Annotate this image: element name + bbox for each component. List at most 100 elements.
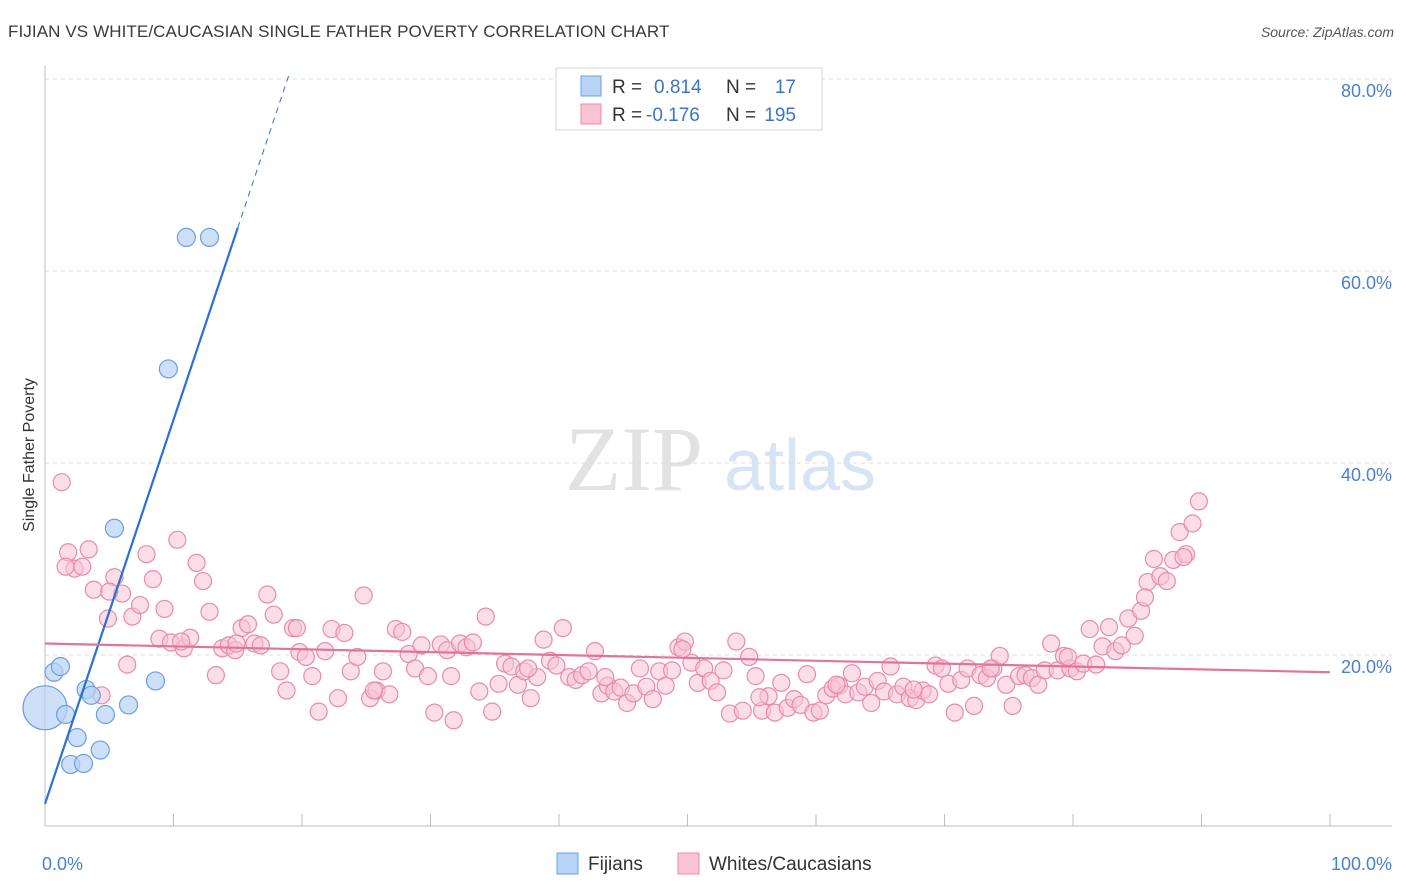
whites-point: [483, 702, 502, 721]
bottom-legend-fijians-label: Fijians: [588, 854, 643, 875]
whites-point: [662, 661, 682, 680]
whites-point: [881, 657, 900, 676]
trend-lines: [43, 74, 1331, 805]
grid-lines: [45, 78, 1392, 656]
legend-whites-swatch: [580, 103, 602, 125]
whites-point: [997, 675, 1016, 694]
fijians-point: [81, 685, 101, 705]
whites-point: [1174, 547, 1193, 567]
whites-point: [441, 667, 461, 686]
bottom-legend-whites-swatch: [677, 852, 700, 875]
whites-point: [56, 557, 75, 576]
whites-point: [981, 659, 1000, 678]
axes: [44, 66, 1392, 827]
fijians-point: [67, 727, 87, 748]
watermark-zip: ZIP: [565, 408, 703, 510]
whites-point: [945, 703, 964, 722]
whites-point: [1080, 619, 1099, 639]
bottom-legend-fijians-swatch: [556, 852, 579, 875]
whites-point: [418, 667, 438, 686]
whites-point: [547, 656, 566, 675]
tick-labels: 20.0% 40.0% 60.0% 80.0% 0.0% 100.0%: [42, 81, 1392, 874]
legend-fijians-r-label: R =: [612, 77, 642, 98]
whites-point: [596, 667, 615, 687]
y-tick-label: 40.0%: [1341, 465, 1392, 485]
whites-point: [348, 647, 367, 667]
series-whites-points: [52, 473, 1209, 730]
y-axis-label: Single Father Poverty: [21, 378, 38, 532]
legend-fijians-r-value: 0.814: [654, 77, 702, 98]
bottom-legend-whites-label: Whites/Caucasians: [709, 854, 872, 875]
whites-point: [470, 682, 489, 701]
whites-point: [1099, 618, 1119, 637]
whites-point: [364, 681, 384, 700]
whites-point: [673, 640, 692, 659]
fijians-point: [95, 704, 115, 725]
whites-point: [750, 688, 769, 707]
whites-point: [707, 683, 727, 702]
whites-point: [309, 702, 328, 721]
whites-point: [1157, 571, 1176, 591]
whites-trend-line: [44, 642, 1331, 674]
legend: R = 0.814 N = 17 R = -0.176 N = 195: [555, 67, 823, 131]
whites-point: [444, 711, 463, 730]
fijians-point: [90, 740, 110, 760]
fijians-point: [104, 518, 124, 538]
whites-point: [585, 642, 605, 661]
whites-point: [79, 540, 98, 559]
whites-point: [303, 667, 322, 686]
chart-title: FIJIAN VS WHITE/CAUCASIAN SINGLE FATHER …: [8, 22, 670, 41]
whites-point: [130, 595, 150, 615]
whites-point: [489, 674, 508, 693]
whites-point: [463, 633, 483, 652]
y-tick-label: 80.0%: [1341, 81, 1392, 101]
chart-source: Source: ZipAtlas.com: [1260, 24, 1394, 40]
legend-whites-r-value: -0.176: [646, 105, 700, 126]
whites-point: [727, 632, 746, 651]
whites-point: [1042, 634, 1061, 653]
whites-point: [187, 553, 206, 572]
whites-point: [168, 530, 187, 549]
whites-point: [118, 655, 137, 674]
fijians-point: [50, 656, 71, 677]
whites-point: [1183, 514, 1202, 533]
fijians-point: [73, 753, 94, 774]
whites-point: [1003, 696, 1022, 715]
whites-point: [155, 599, 174, 619]
whites-point: [296, 647, 315, 667]
whites-point: [287, 619, 306, 638]
whites-point: [238, 615, 258, 634]
whites-point: [425, 703, 444, 722]
whites-point: [630, 659, 650, 678]
whites-point: [258, 585, 277, 604]
whites-point: [373, 662, 393, 681]
whites-point: [1087, 655, 1106, 674]
legend-fijians-n-label: N =: [726, 77, 756, 98]
whites-point: [380, 685, 399, 704]
whites-point: [316, 642, 335, 661]
legend-whites-n-value: 195: [764, 105, 796, 126]
whites-point: [200, 602, 219, 621]
whites-point: [842, 664, 862, 683]
whites-point: [714, 661, 733, 680]
whites-point: [137, 545, 156, 564]
whites-point: [1189, 492, 1209, 511]
whites-point: [810, 701, 829, 720]
watermark: ZIP atlas: [565, 408, 876, 510]
whites-point: [251, 636, 270, 655]
whites-point: [579, 662, 598, 681]
fijians-point: [145, 671, 166, 691]
whites-point: [733, 701, 752, 720]
whites-point: [1144, 549, 1164, 569]
whites-point: [964, 696, 984, 715]
whites-point: [393, 622, 412, 642]
whites-point: [227, 634, 246, 653]
y-tick-label: 60.0%: [1341, 273, 1392, 293]
whites-point: [1170, 523, 1189, 542]
whites-point: [143, 570, 163, 589]
whites-point: [797, 665, 817, 684]
whites-point: [84, 580, 103, 599]
whites-point: [746, 667, 765, 686]
whites-point: [271, 662, 290, 681]
